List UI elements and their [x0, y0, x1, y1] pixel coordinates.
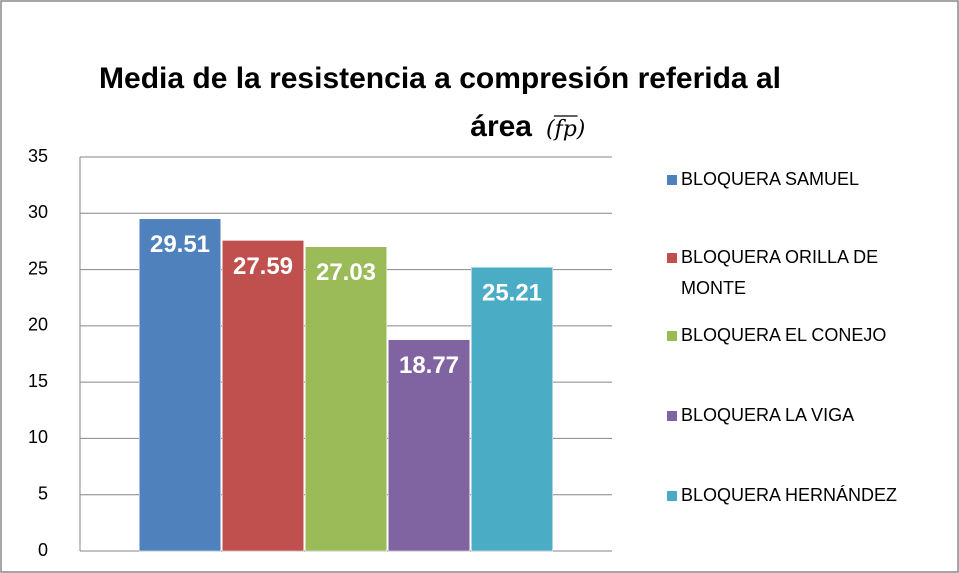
legend-swatch	[667, 253, 677, 263]
legend-swatch	[667, 175, 677, 185]
y-tick-label: 5	[38, 483, 48, 503]
legend-swatch	[667, 491, 677, 501]
y-tick-label: 30	[28, 202, 48, 222]
legend-label: BLOQUERA EL CONEJO	[681, 325, 886, 345]
bar	[139, 218, 221, 552]
y-tick-label: 35	[28, 146, 48, 166]
bar	[471, 266, 553, 552]
data-label: 27.03	[316, 259, 376, 286]
legend-label: BLOQUERA LA VIGA	[681, 405, 854, 425]
bar	[222, 240, 304, 552]
bar	[305, 246, 387, 552]
data-label: 25.21	[482, 280, 542, 307]
legend-swatch	[667, 411, 677, 421]
title-symbol: (fp)	[546, 117, 585, 142]
y-tick-label: 25	[28, 258, 48, 278]
y-tick-label: 15	[28, 371, 48, 391]
y-tick-label: 10	[28, 427, 48, 447]
data-label: 27.59	[233, 253, 293, 280]
legend-swatch	[667, 331, 677, 341]
data-label: 18.77	[399, 352, 459, 379]
bar	[388, 339, 470, 552]
chart-title: Media de la resistencia a compresión ref…	[99, 62, 781, 143]
legend-label: BLOQUERA SAMUEL	[681, 169, 859, 189]
data-label: 29.51	[150, 231, 210, 258]
y-tick-label: 20	[28, 315, 48, 335]
y-tick-label: 0	[38, 540, 48, 560]
legend-label: BLOQUERA ORILLA DE MONTE	[681, 247, 878, 298]
legend-label: BLOQUERA HERNÁNDEZ	[681, 485, 897, 505]
